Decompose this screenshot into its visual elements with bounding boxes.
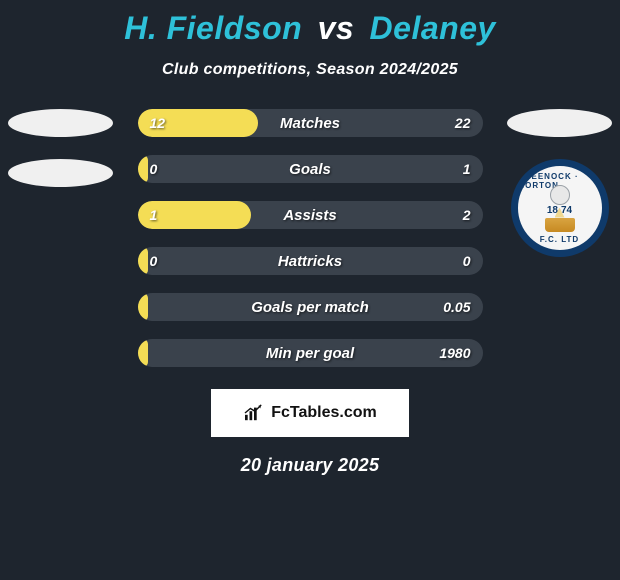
- stat-value-right: 2: [463, 207, 471, 223]
- brand-box: FcTables.com: [211, 389, 409, 437]
- player1-name: H. Fieldson: [124, 10, 302, 46]
- club-suffix: F.C. LTD: [540, 235, 579, 244]
- stat-label: Hattricks: [138, 253, 483, 270]
- stat-label: Assists: [138, 207, 483, 224]
- stat-row-goals-per-match: Goals per match0.05: [138, 293, 483, 321]
- date-label: 20 january 2025: [0, 455, 620, 476]
- stat-row-min-per-goal: Min per goal1980: [138, 339, 483, 367]
- stat-row-hattricks: 0Hattricks0: [138, 247, 483, 275]
- stat-value-right: 1980: [439, 345, 470, 361]
- brand-text: FcTables.com: [271, 404, 377, 422]
- club-badge-morton: GREENOCK · MORTON 18 74 F.C. LTD: [511, 159, 609, 257]
- player2-name: Delaney: [370, 10, 496, 46]
- stat-label: Goals: [138, 161, 483, 178]
- stat-value-right: 22: [455, 115, 471, 131]
- stats-bars: 12Matches220Goals11Assists20Hattricks0Go…: [138, 109, 483, 367]
- brand-chart-icon: [243, 404, 265, 422]
- vs-label: vs: [318, 10, 355, 46]
- right-placeholder-ellipse-1: [507, 109, 612, 137]
- page-title: H. Fieldson vs Delaney: [0, 0, 620, 47]
- left-placeholder-ellipse-2: [8, 159, 113, 187]
- stat-row-matches: 12Matches22: [138, 109, 483, 137]
- stat-label: Min per goal: [138, 345, 483, 362]
- stat-label: Matches: [138, 115, 483, 132]
- stat-row-goals: 0Goals1: [138, 155, 483, 183]
- ship-icon: [545, 218, 575, 232]
- comparison-content: GREENOCK · MORTON 18 74 F.C. LTD 12Match…: [0, 109, 620, 367]
- subtitle: Club competitions, Season 2024/2025: [0, 61, 620, 79]
- football-icon: [550, 185, 570, 205]
- stat-value-right: 0.05: [443, 299, 470, 315]
- stat-value-right: 1: [463, 161, 471, 177]
- left-badge-column: [8, 109, 113, 187]
- left-placeholder-ellipse-1: [8, 109, 113, 137]
- stat-row-assists: 1Assists2: [138, 201, 483, 229]
- stat-label: Goals per match: [138, 299, 483, 316]
- stat-value-right: 0: [463, 253, 471, 269]
- right-badge-column: GREENOCK · MORTON 18 74 F.C. LTD: [507, 109, 612, 257]
